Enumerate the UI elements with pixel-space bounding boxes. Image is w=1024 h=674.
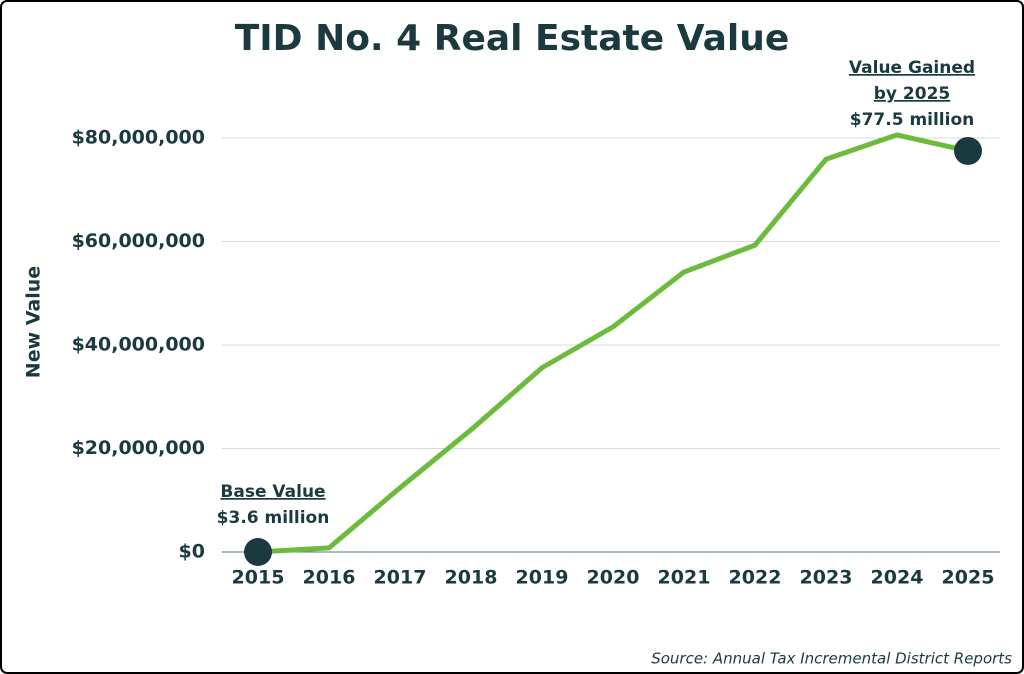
- x-tick-label: 2018: [445, 567, 498, 589]
- annotation-text: $3.6 million: [217, 508, 330, 528]
- x-tick-label: 2023: [800, 567, 853, 589]
- source: Source: Annual Tax Incremental District …: [651, 650, 1012, 668]
- y-tick-label: $60,000,000: [72, 230, 205, 252]
- x-tick-label: 2022: [729, 567, 782, 589]
- y-tick-label: $80,000,000: [72, 127, 205, 149]
- y-axis-label: New Value: [23, 266, 45, 378]
- x-tick-label: 2021: [658, 567, 711, 589]
- annotation-title: by 2025: [874, 84, 950, 104]
- y-tick-label: $0: [179, 541, 205, 563]
- x-tick-label: 2024: [871, 567, 924, 589]
- x-tick-label: 2025: [942, 567, 995, 589]
- y-tick-label: $40,000,000: [72, 334, 205, 356]
- x-tick-label: 2019: [516, 567, 569, 589]
- chart-title: TID No. 4 Real Estate Value: [235, 18, 790, 59]
- x-tick-label: 2020: [587, 567, 640, 589]
- x-tick-label: 2016: [303, 567, 356, 589]
- annotation-title: Value Gained: [849, 58, 975, 78]
- x-tick-label: 2017: [374, 567, 427, 589]
- annotation-title: Base Value: [220, 482, 325, 502]
- line: [257, 132, 969, 555]
- annotation-text: $77.5 million: [850, 110, 975, 130]
- y-tick-label: $20,000,000: [72, 437, 205, 459]
- marker: [954, 136, 982, 165]
- x-tick-label: 2015: [232, 567, 285, 589]
- marker: [244, 538, 272, 566]
